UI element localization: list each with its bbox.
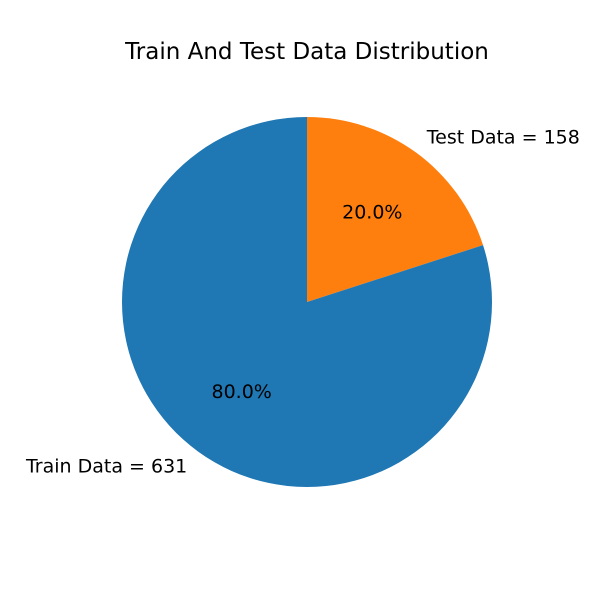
pie-slices: [122, 117, 493, 487]
chart-title: Train And Test Data Distribution: [124, 39, 489, 65]
pie-slice-0: [307, 117, 484, 302]
pie-slice-1: [122, 117, 493, 487]
slice-label-1: Train Data = 631: [25, 456, 187, 478]
pie-labels: Test Data = 158 20.0% Train Data = 631 80.0…: [25, 126, 580, 477]
slice-percent-1: 80.0%: [212, 381, 272, 403]
slice-label-0: Test Data = 158: [426, 126, 580, 148]
slice-percent-0: 20.0%: [342, 201, 402, 223]
